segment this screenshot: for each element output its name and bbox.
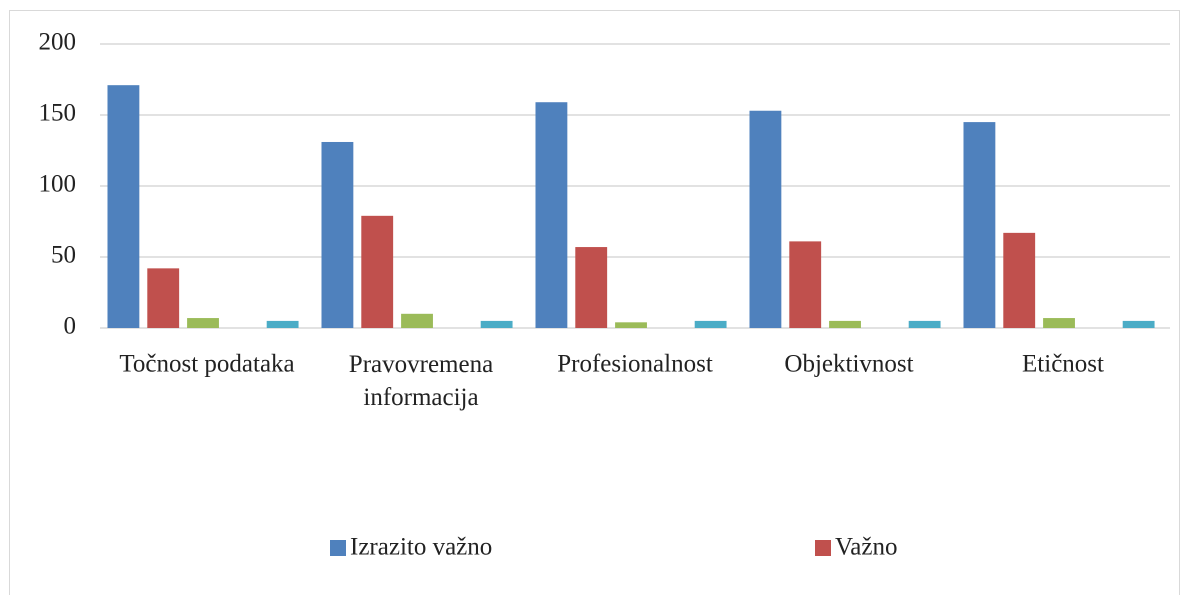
- bar: [147, 268, 180, 328]
- bar: [266, 320, 299, 328]
- x-tick-label: Pravovremena informacija: [349, 351, 493, 411]
- bar: [829, 320, 861, 328]
- chart-border: [9, 10, 1180, 595]
- bar: [1043, 318, 1075, 328]
- y-tick-label: 200: [39, 29, 77, 56]
- legend-label: Izrazito važno: [350, 534, 492, 561]
- legend-swatch: [330, 540, 346, 556]
- y-tick-label: 100: [39, 171, 77, 198]
- y-tick-label: 150: [39, 100, 77, 127]
- bar: [1003, 232, 1036, 328]
- x-tick-label: Objektivnost: [784, 351, 913, 378]
- bar: [789, 241, 822, 328]
- y-tick-label: 50: [51, 242, 76, 269]
- bar: [535, 102, 568, 328]
- bar: [107, 85, 140, 329]
- bar: [321, 141, 354, 328]
- bar: [361, 215, 394, 328]
- bar: [1122, 320, 1155, 328]
- legend-swatch: [815, 540, 831, 556]
- x-tick-label: Točnost podataka: [119, 351, 294, 378]
- bar: [575, 247, 608, 328]
- legend-label: Važno: [835, 534, 897, 561]
- bar: [908, 320, 941, 328]
- y-tick-label: 0: [64, 313, 77, 340]
- x-tick-label: Profesionalnost: [557, 351, 713, 378]
- bar: [615, 322, 647, 328]
- bar: [401, 313, 433, 328]
- bar: [694, 320, 727, 328]
- bar: [963, 122, 996, 328]
- x-tick-label: Etičnost: [1022, 351, 1104, 378]
- bar: [749, 110, 782, 329]
- bar: [480, 320, 513, 328]
- bar: [187, 318, 219, 328]
